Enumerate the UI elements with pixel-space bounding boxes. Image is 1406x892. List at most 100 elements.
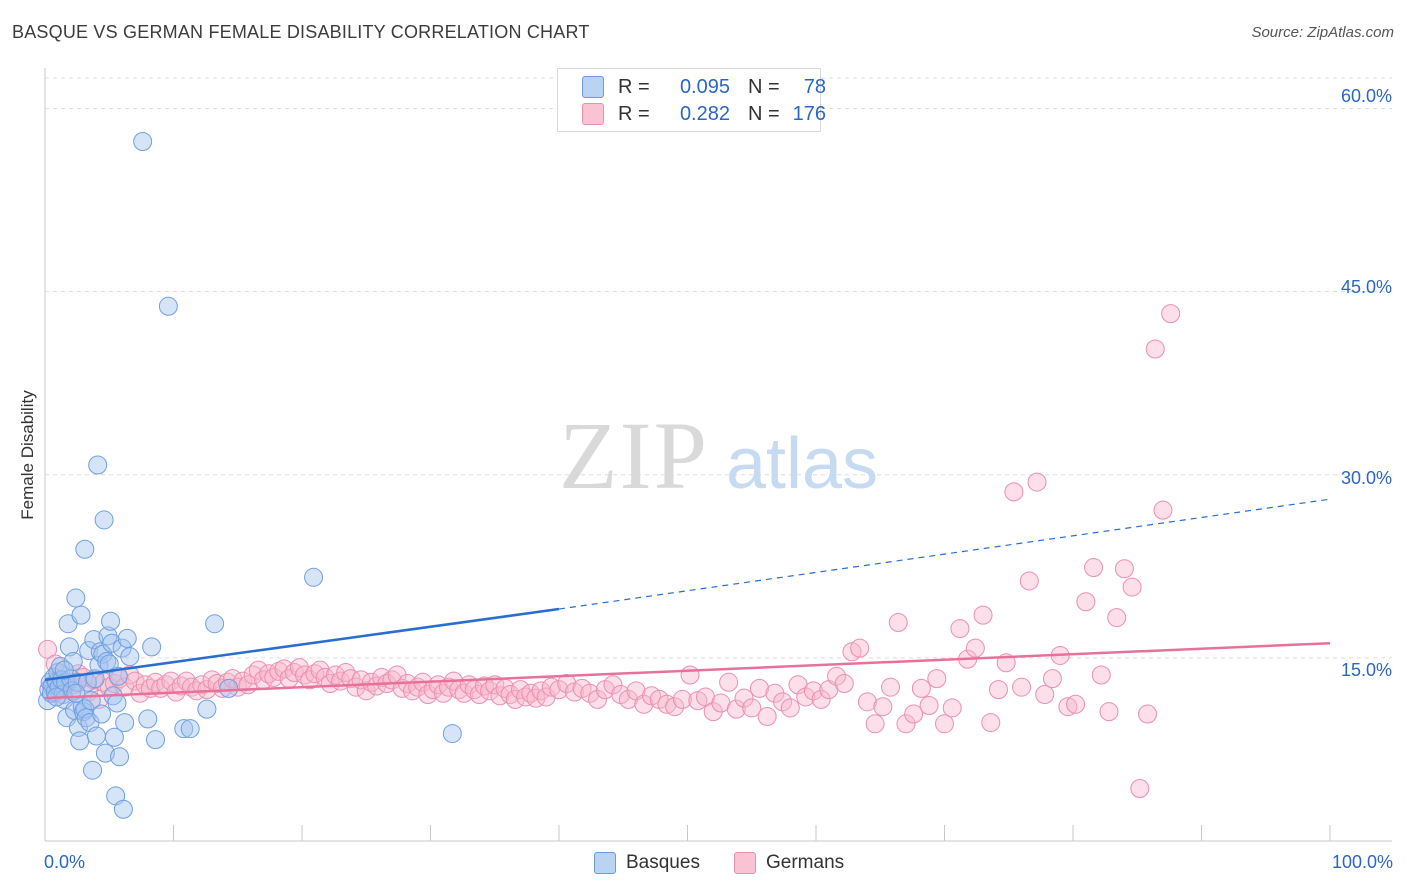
source-label: Source: ZipAtlas.com (1251, 24, 1394, 41)
basque-point (71, 605, 91, 625)
basque-point (75, 539, 95, 559)
german-point (665, 697, 685, 717)
basque-trend-extension (558, 498, 1331, 610)
german-point (161, 671, 181, 691)
german-point (1035, 685, 1055, 705)
german-point (672, 689, 692, 709)
german-point (274, 659, 294, 679)
bottom-legend-basques: Basques (594, 852, 700, 874)
basque-point (304, 567, 324, 587)
german-point (719, 672, 739, 692)
german-point (942, 698, 962, 718)
legend-n-label: N = (748, 102, 780, 125)
german-point (588, 689, 608, 709)
basque-point (88, 455, 108, 475)
basque-point (133, 131, 153, 151)
legend-r-value-basques: 0.095 (679, 75, 730, 98)
german-point (742, 698, 762, 718)
basque-point (66, 588, 86, 608)
basque-point (54, 660, 74, 680)
legend-r-label: R = (618, 102, 650, 125)
german-point (480, 681, 500, 701)
bottom-legend-label-basques: Basques (626, 852, 700, 873)
legend-row-germans: R = 0.282 N = 176 (582, 102, 826, 126)
german-point (580, 683, 600, 703)
german-point (269, 661, 289, 681)
german-point (919, 695, 939, 715)
y-tick-label-30: 30.0% (1340, 468, 1392, 488)
german-point (850, 638, 870, 658)
german-point (433, 683, 453, 703)
german-point (549, 680, 569, 700)
x-tick-label-max: 100.0% (1331, 852, 1393, 872)
german-point (1027, 472, 1047, 492)
german-point (1122, 577, 1142, 597)
basque-point (142, 637, 162, 657)
german-point (657, 694, 677, 714)
german-point (1153, 500, 1173, 520)
basque-points (38, 131, 462, 819)
german-point (726, 699, 746, 719)
watermark-atlas: atlas (726, 424, 878, 504)
german-point (1012, 677, 1032, 697)
basque-point (115, 713, 135, 733)
german-point (541, 677, 561, 697)
legend-swatch-germans (582, 103, 604, 125)
y-axis-label: Female Disability (18, 390, 37, 520)
basque-point (117, 628, 137, 648)
german-point (888, 612, 908, 632)
basque-point (92, 704, 112, 724)
german-point (1058, 697, 1078, 717)
bottom-legend-label-germans: Germans (766, 852, 845, 873)
basque-point (107, 693, 127, 713)
german-trend-line (44, 641, 1331, 700)
german-points (38, 304, 1181, 799)
german-point (904, 704, 924, 724)
basque-point (442, 724, 462, 744)
german-point (757, 706, 777, 726)
german-point (305, 664, 325, 684)
german-point (734, 688, 754, 708)
german-point (973, 605, 993, 625)
german-point (1091, 665, 1111, 685)
german-point (1004, 482, 1024, 502)
y-tick-label-15: 15.0% (1340, 660, 1392, 680)
legend-n-label: N = (748, 75, 780, 98)
basque-point (113, 799, 133, 819)
german-point (927, 669, 947, 689)
german-point (988, 680, 1008, 700)
basque-point (104, 727, 124, 747)
german-point (248, 660, 268, 680)
x-tick-label-min: 0.0% (44, 852, 86, 872)
basque-point (120, 647, 140, 667)
german-point (1145, 339, 1165, 359)
basque-point (59, 637, 79, 657)
basque-point (205, 614, 225, 634)
german-point (873, 697, 893, 717)
basque-point (138, 709, 158, 729)
basque-point (180, 719, 200, 739)
basque-point (70, 731, 90, 751)
german-point (865, 714, 885, 734)
legend: R = 0.095 N = 78 R = 0.282 N = 176 (557, 68, 826, 132)
basque-point (219, 678, 239, 698)
legend-row-basques: R = 0.095 N = 78 (582, 75, 826, 99)
german-point (911, 678, 931, 698)
basque-point (84, 630, 104, 650)
german-point (881, 677, 901, 697)
axes (44, 68, 1392, 842)
german-point (981, 713, 1001, 733)
german-point (780, 698, 800, 718)
bottom-legend-swatch-germans (734, 852, 756, 874)
basque-trend-line (44, 607, 560, 682)
basque-point (101, 611, 121, 631)
german-point (950, 619, 970, 639)
basque-point (86, 726, 106, 746)
basque-point (95, 743, 115, 763)
german-point (896, 714, 916, 734)
legend-n-value-basques: 78 (803, 75, 826, 98)
german-point (603, 675, 623, 695)
german-point (1138, 704, 1158, 724)
german-point (811, 689, 831, 709)
